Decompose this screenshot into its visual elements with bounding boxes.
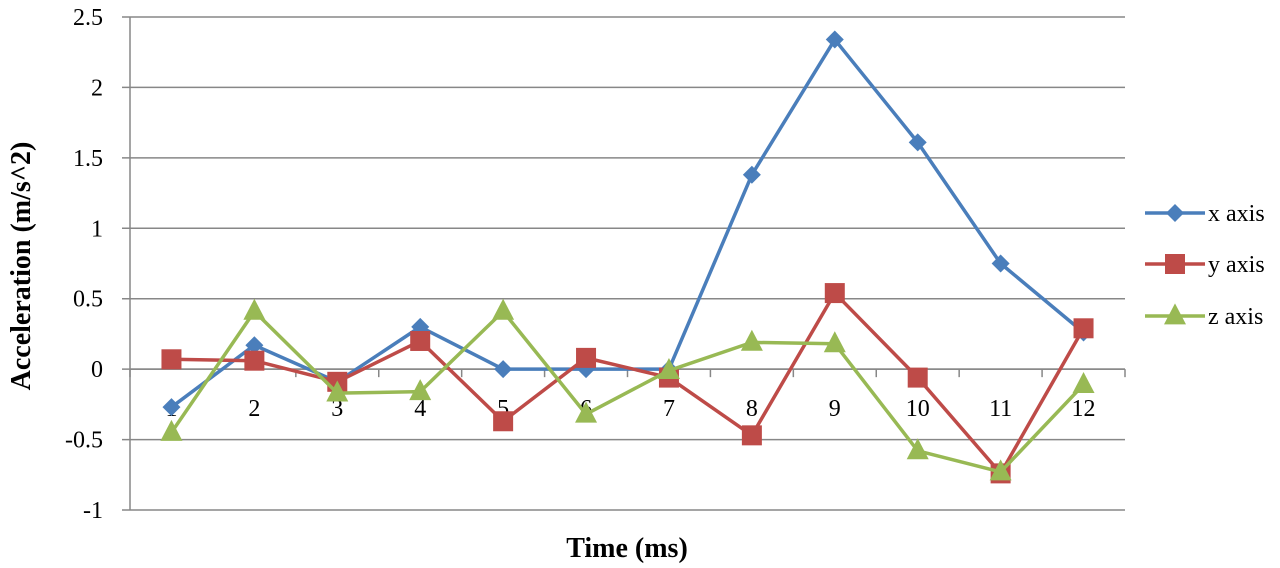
data-point-z-axis bbox=[492, 298, 515, 320]
data-point-y-axis bbox=[493, 411, 514, 432]
series-group bbox=[160, 30, 1095, 484]
x-tick-label: 10 bbox=[906, 396, 930, 422]
y-tick-label: 0 bbox=[91, 357, 103, 383]
data-point-y-axis bbox=[824, 283, 845, 304]
series-y-axis bbox=[161, 283, 1094, 484]
data-point-x-axis bbox=[742, 165, 761, 184]
data-point-z-axis bbox=[823, 331, 846, 353]
x-tick-label: 2 bbox=[248, 396, 260, 422]
data-point-y-axis bbox=[576, 347, 597, 368]
data-point-x-axis bbox=[245, 336, 264, 355]
data-point-y-axis bbox=[410, 330, 431, 351]
x-axis-ticks: 123456789101112 bbox=[165, 396, 1095, 422]
data-point-y-axis bbox=[161, 349, 182, 370]
series-z-axis bbox=[160, 298, 1095, 481]
data-point-z-axis bbox=[740, 329, 763, 351]
x-tick-label: 9 bbox=[829, 396, 841, 422]
legend: x axis y axis z axis bbox=[1145, 201, 1265, 330]
data-point-y-axis bbox=[1073, 318, 1094, 339]
legend-marker bbox=[1166, 204, 1184, 222]
x-tick-label: 11 bbox=[989, 396, 1012, 422]
x-axis-title: Time (ms) bbox=[566, 533, 688, 564]
data-point-x-axis bbox=[991, 254, 1010, 273]
legend-item-z-axis: z axis bbox=[1145, 303, 1263, 330]
legend-label: x axis bbox=[1208, 201, 1265, 227]
data-point-z-axis bbox=[409, 379, 432, 401]
gridlines bbox=[122, 16, 1126, 511]
legend-item-y-axis: y axis bbox=[1145, 252, 1265, 278]
data-point-z-axis bbox=[1072, 372, 1095, 394]
legend-item-x-axis: x axis bbox=[1145, 201, 1265, 227]
y-tick-label: 1 bbox=[91, 216, 103, 242]
legend-label: z axis bbox=[1208, 304, 1263, 330]
legend-marker bbox=[1164, 303, 1186, 325]
series-line-x-axis bbox=[170, 37, 1085, 409]
x-tick-label: 12 bbox=[1072, 396, 1096, 422]
data-point-z-axis bbox=[160, 419, 183, 441]
y-tick-label: 2.5 bbox=[73, 5, 103, 31]
y-tick-label: 0.5 bbox=[73, 287, 103, 313]
y-tick-label: 1.5 bbox=[73, 146, 103, 172]
data-point-z-axis bbox=[243, 298, 266, 320]
legend-label: y axis bbox=[1208, 252, 1265, 278]
y-tick-label: 2 bbox=[91, 75, 103, 101]
data-point-y-axis bbox=[907, 367, 928, 388]
data-point-x-axis bbox=[494, 360, 513, 379]
data-point-x-axis bbox=[162, 398, 181, 417]
data-point-x-axis bbox=[825, 30, 844, 49]
x-tick-label: 7 bbox=[663, 396, 675, 422]
series-line-z-axis bbox=[170, 309, 1085, 474]
y-tick-label: -0.5 bbox=[65, 428, 103, 454]
data-point-z-axis bbox=[326, 380, 349, 402]
data-point-z-axis bbox=[989, 459, 1012, 481]
y-axis-title: Acceleration (m/s^2) bbox=[6, 142, 37, 391]
data-point-z-axis bbox=[657, 357, 680, 379]
legend-marker bbox=[1165, 254, 1185, 274]
y-axis-ticks: 2.5 2 1.5 1 0.5 0 -0.5 -1 bbox=[65, 5, 103, 524]
x-tick-label: 4 bbox=[414, 396, 426, 422]
series-line-y-axis bbox=[171, 291, 1086, 476]
data-point-y-axis bbox=[741, 425, 762, 446]
y-tick-label: -1 bbox=[83, 498, 103, 524]
data-point-z-axis bbox=[575, 401, 598, 423]
data-point-y-axis bbox=[244, 350, 265, 371]
data-point-x-axis bbox=[908, 133, 927, 152]
data-point-z-axis bbox=[906, 438, 929, 460]
x-tick-label: 8 bbox=[746, 396, 758, 422]
x-tick-label: 3 bbox=[331, 396, 343, 422]
